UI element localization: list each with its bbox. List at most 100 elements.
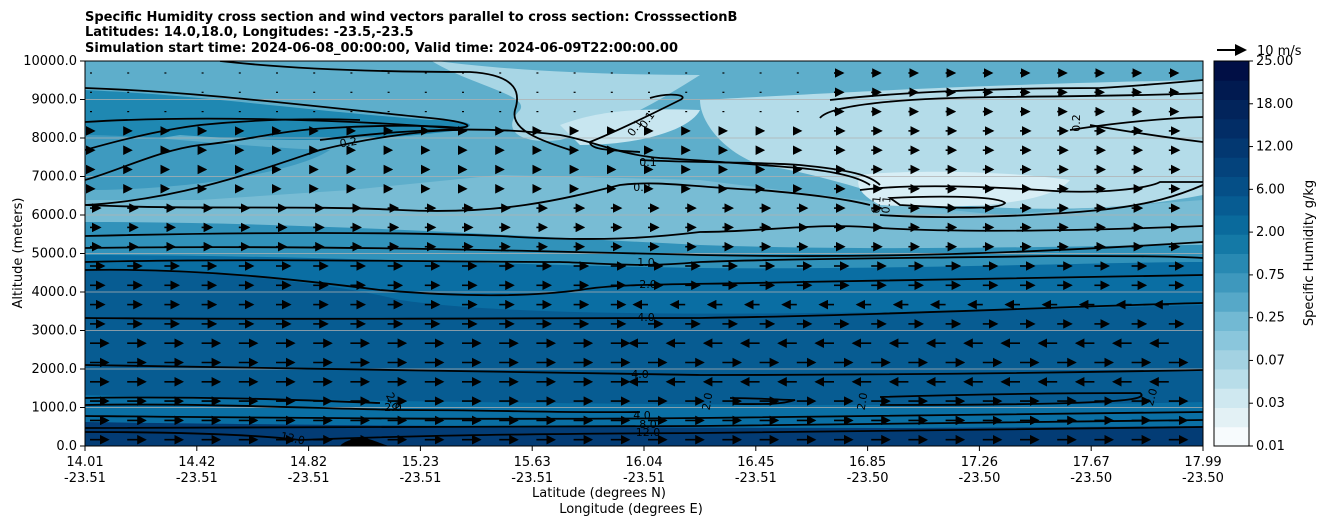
colorbar-segment [1214,292,1249,312]
x-tick-label-longitude: -23.51 [735,471,777,486]
x-tick-label-latitude: 14.82 [290,455,327,470]
x-tick-label-latitude: 15.23 [402,455,439,470]
contour-0.2-a [85,182,871,212]
contour-label: 2.0 [384,401,402,414]
dry-region-left [431,61,700,141]
colorbar-segment [1214,61,1249,81]
contour-2.0-low-a [85,396,381,404]
colorbar-segment [1214,426,1249,447]
y-tick-label: 1000.0 [32,401,78,416]
contour-upper-1 [85,87,469,129]
x-axis: 14.01-23.5114.42-23.5114.82-23.5115.23-2… [64,446,1224,486]
y-axis: 0.0 1000.0 2000.0 3000.0 4000.0 5000.0 6000.0 7… [23,54,85,454]
contour-2.0-low-c [729,397,796,405]
x-tick-label-latitude: 14.01 [66,455,103,470]
colorbar-tick-label: 0.01 [1256,439,1285,454]
contour-label: 8.0 [639,418,657,431]
y-tick-label: 6000.0 [32,208,78,223]
x-tick-label-latitude: 16.45 [737,455,774,470]
colorbar-tick-label: 6.00 [1256,182,1285,197]
colorbar-tick-label: 12.00 [1256,140,1293,155]
contour-4.0 [85,302,1203,320]
colorbar-tick-label: 0.25 [1256,311,1285,326]
contour-label: 0.1 [879,195,893,214]
colorbar-tick-label: 2.00 [1256,225,1285,240]
contour-right-0.2 [1069,116,1203,131]
colorbar-tick-label: 0.75 [1256,268,1285,283]
x-tick-label-latitude: 17.67 [1073,455,1110,470]
contour-6000-b [85,225,1203,240]
colorbar-segment [1214,195,1249,216]
contour-4.0-low [85,364,1203,376]
x-tick-label-latitude: 16.04 [625,455,662,470]
contour-2.0-low-d [879,392,1143,406]
colorbar-segment [1214,215,1249,235]
x-tick-label-longitude: -23.50 [1182,471,1224,486]
contour-label: 2.0 [855,392,871,411]
x-tick-label-longitude: -23.50 [1070,471,1112,486]
y-tick-label: 5000.0 [32,247,78,262]
colorbar-tick-label: 25.00 [1256,54,1293,69]
colorbar: 0.01 0.03 0.07 0.25 0.75 2.00 6.00 12.00 18.00 25… [1214,54,1293,454]
colorbar-frame [1213,60,1250,447]
x-axis-label-latitude: Latitude (degrees N) [532,486,666,501]
title-line-2: Latitudes: 14.0,18.0, Longitudes: -23.5,… [85,25,414,40]
colorbar-label: Specific Humidity g/kg [1302,180,1317,326]
title-line-1: Specific Humidity cross section and wind… [85,10,737,25]
x-axis-label-longitude: Longitude (degrees E) [559,502,703,517]
contour-0.1-lower [639,159,881,186]
colorbar-segment [1214,80,1249,100]
contour-label: 0.2 [633,181,651,194]
y-tick-label: 7000.0 [32,170,78,185]
colorbar-segment [1214,253,1249,274]
title-line-3: Simulation start time: 2024-06-08_00:00:… [85,41,678,56]
contour-dry-loop-inner [879,184,1203,218]
y-tick-label: 3000.0 [32,324,78,339]
contour-dry-loop-outer [859,181,1203,193]
contour-upper-3 [85,124,461,181]
contour-label: 12.0 [636,426,661,439]
x-tick-label-longitude: -23.51 [288,471,330,486]
x-tick-label-latitude: 14.42 [178,455,215,470]
colorbar-tick-label: 0.07 [1256,353,1285,368]
quiver-key-label: 10 m/s [1257,44,1302,59]
colorbar-segment [1214,388,1249,408]
colorbar-segment [1214,311,1249,331]
contour-0.2-mid [319,128,871,186]
contour-label: 0.2 [1070,114,1083,132]
x-tick-label-latitude: 17.26 [961,455,998,470]
x-tick-label-longitude: -23.51 [623,471,665,486]
contour-upper-4 [85,118,361,151]
colorbar-segment [1214,330,1249,351]
y-tick-label: 10000.0 [23,54,77,69]
colorbar-segment [1214,157,1249,177]
contour-label: 4.0 [637,311,655,324]
colorbar-segment [1214,407,1249,428]
contour-upper-2 [85,129,461,206]
contour-0.1-mid [589,93,684,153]
colorbar-tick-label: 18.00 [1256,97,1293,112]
colorbar-segment [1214,138,1249,158]
y-tick-label: 0.0 [56,439,77,454]
x-tick-label-longitude: -23.51 [511,471,553,486]
plot-area: 0.1 0.1 0.1 0.2 0.2 0.2 0.1 0.1 1.0 2.0 … [85,61,1203,446]
x-tick-label-longitude: -23.50 [958,471,1000,486]
colorbar-tick-label: 0.03 [1256,396,1285,411]
x-tick-label-longitude: -23.51 [64,471,106,486]
y-tick-label: 9000.0 [32,93,78,108]
contour-top-loop [219,61,571,151]
dry-core-mid [560,109,700,145]
x-tick-label-latitude: 17.99 [1184,455,1221,470]
y-axis-label: Altitude (meters) [11,198,26,309]
colorbar-segment [1214,234,1249,254]
colorbar-segment [1214,99,1249,120]
y-tick-label: 4000.0 [32,285,78,300]
grid-lines [85,99,1203,408]
y-tick-label: 2000.0 [32,362,78,377]
contour-label: 1.0 [637,256,655,269]
contour-label: 4.0 [633,409,651,422]
contour-12.0 [85,426,1203,441]
contour-label: 0.1 [639,156,657,169]
contour-dry-loop [887,195,1007,209]
